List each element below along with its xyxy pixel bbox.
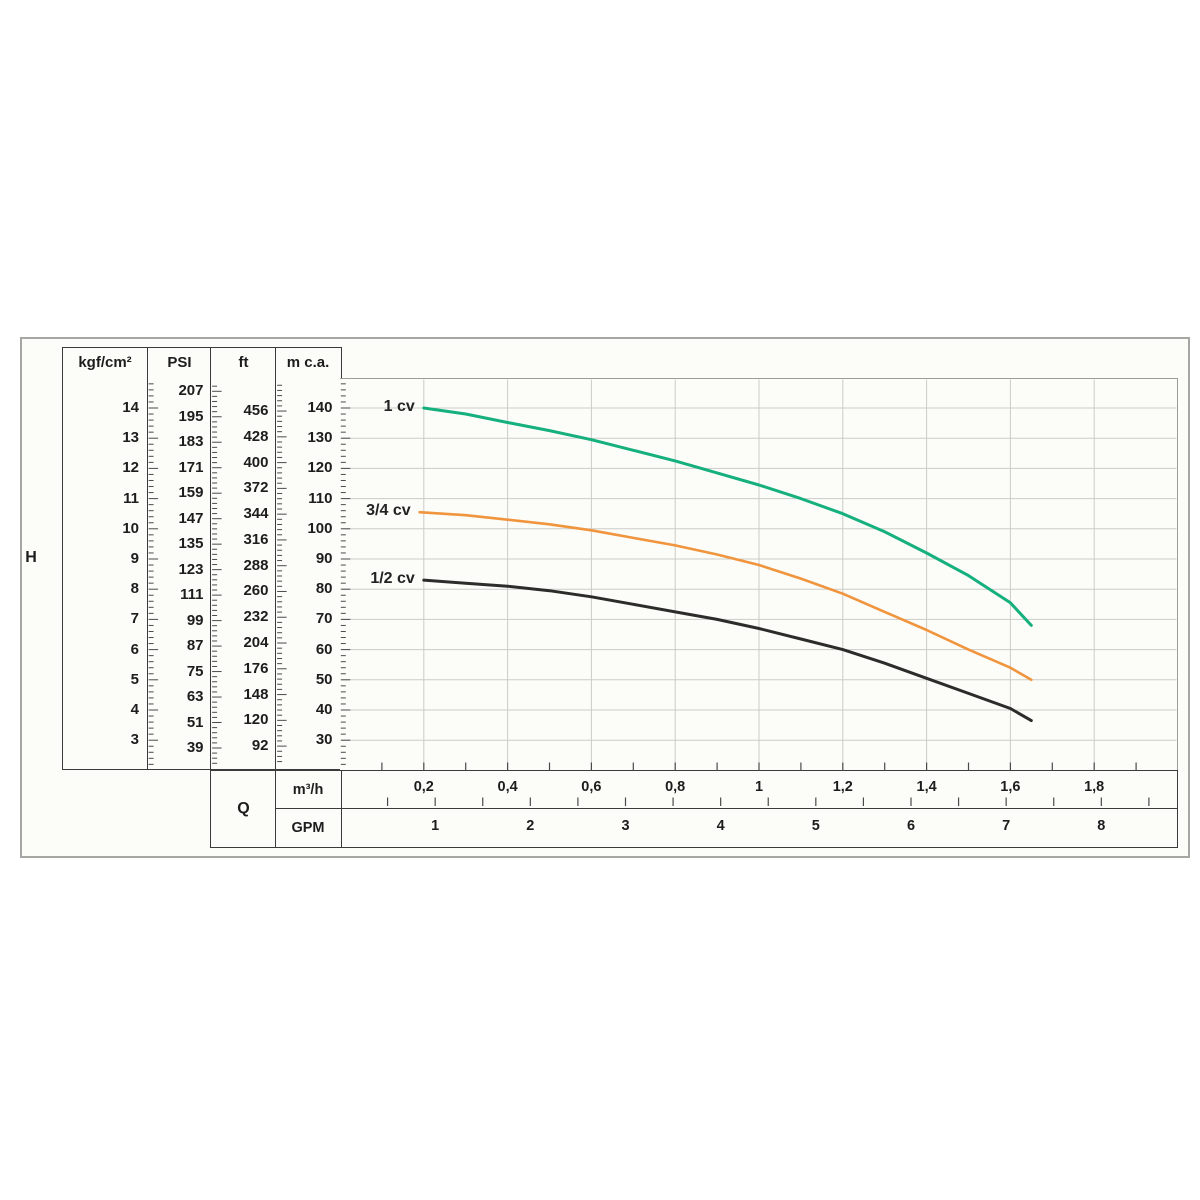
gpm-unit-label: GPM — [291, 820, 325, 836]
table-header-mca: m c.a. — [274, 347, 342, 378]
table-column-psi — [146, 377, 213, 770]
table-column-kgf — [62, 377, 148, 770]
table-column-mca — [274, 377, 342, 770]
m3h-unit-cell: m³/h — [274, 770, 342, 810]
gpm-unit-cell: GPM — [274, 808, 342, 848]
axis-band-divider — [340, 807, 1177, 810]
flow-axis-label-cell: Q — [209, 770, 278, 848]
plot-area — [340, 378, 1178, 770]
q-label: Q — [237, 800, 250, 817]
table-header-psi: PSI — [146, 347, 213, 378]
table-header-ft: ft — [209, 347, 278, 378]
m3h-unit-label: m³/h — [292, 781, 324, 798]
table-column-ft — [209, 377, 278, 770]
head-axis-label: H — [25, 549, 37, 566]
table-header-kgf-cm2: kgf/cm² — [62, 347, 148, 378]
x-axis-band — [340, 770, 1178, 848]
